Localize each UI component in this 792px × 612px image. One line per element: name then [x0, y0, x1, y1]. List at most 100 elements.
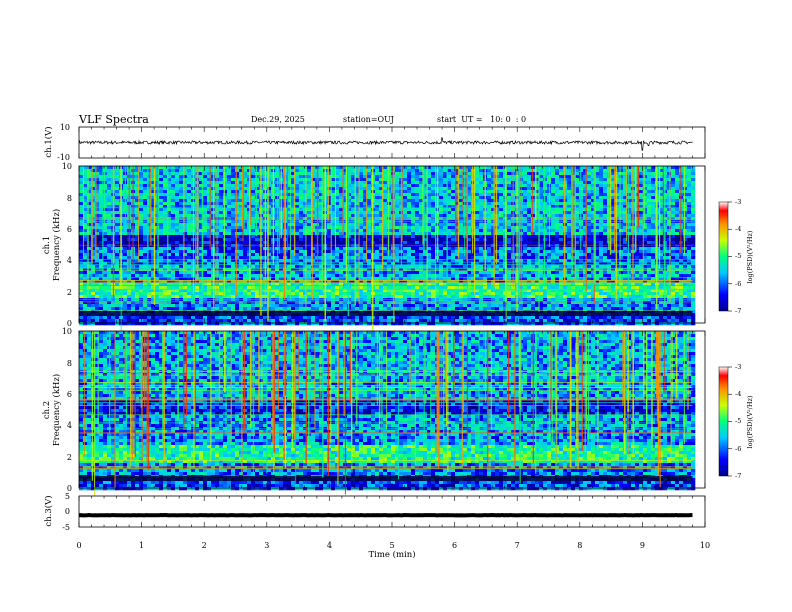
spectrogram-cell — [287, 259, 292, 263]
spectrogram-cell — [339, 199, 344, 203]
spectrogram-cell — [303, 232, 308, 236]
spectrogram-cell — [147, 271, 152, 275]
spectrogram-cell — [103, 247, 108, 251]
spectrogram-cell — [339, 265, 344, 269]
spectrogram-cell — [295, 187, 300, 191]
spectrogram-cell — [271, 322, 276, 326]
spectrogram-cell — [79, 214, 84, 218]
spectrogram-cell — [327, 283, 332, 287]
spectrogram-cell — [427, 244, 432, 248]
spectrogram-cell — [359, 190, 364, 194]
spectrogram-cell — [243, 193, 248, 197]
spectrogram-cell — [163, 307, 168, 311]
spectrogram-cell — [303, 196, 308, 200]
spectrogram-cell — [395, 175, 400, 179]
spectrogram-cell — [407, 235, 412, 239]
spectrogram-cell — [387, 268, 392, 272]
spectrogram-cell — [223, 205, 228, 209]
spectrogram-cell — [331, 265, 336, 269]
spectrogram-cell — [431, 253, 436, 257]
spectrogram-cell — [251, 190, 256, 194]
spectrogram-cell — [355, 283, 360, 287]
spectrogram-cell — [315, 286, 320, 290]
spectrogram-cell — [95, 226, 100, 230]
spectrogram-cell — [239, 184, 244, 188]
spectrogram-cell — [231, 190, 236, 194]
spectrogram-cell — [127, 280, 132, 284]
spectrogram-cell — [367, 166, 372, 170]
spectrogram-cell — [95, 187, 100, 191]
spectrogram-cell — [423, 304, 428, 308]
spectrogram-cell — [99, 274, 104, 278]
spectrogram-cell — [163, 211, 168, 215]
spectrogram-cell — [375, 253, 380, 257]
spectrogram-cell — [359, 199, 364, 203]
spectrogram-cell — [231, 262, 236, 266]
spectrogram-cell — [107, 202, 112, 206]
spectrogram-cell — [351, 256, 356, 260]
spectrogram-cell — [243, 292, 248, 296]
spectrogram-cell — [203, 166, 208, 170]
spectrogram-cell — [231, 322, 236, 326]
spectrogram-cell — [431, 178, 436, 182]
spectrogram-cell — [355, 202, 360, 206]
spectrogram-cell — [423, 265, 428, 269]
spectrogram-cell — [147, 274, 152, 278]
spectrogram-cell — [231, 256, 236, 260]
spectrogram-cell — [191, 301, 196, 305]
spectrogram-cell — [143, 193, 148, 197]
spectrogram-cell — [267, 169, 272, 173]
spectrogram-cell — [443, 205, 448, 209]
spectrogram-cell — [407, 193, 412, 197]
spectrogram-cell — [395, 277, 400, 281]
spectrogram-cell — [367, 286, 372, 290]
spectrogram-cell — [219, 187, 224, 191]
spectrogram-cell — [139, 241, 144, 245]
spectrogram-cell — [427, 169, 432, 173]
spectrogram-cell — [443, 229, 448, 233]
spectrogram-cell — [411, 262, 416, 266]
spectrogram-cell — [115, 262, 120, 266]
spectrogram-cell — [151, 217, 156, 221]
spectrogram-cell — [287, 289, 292, 293]
spectrogram-cell — [231, 223, 236, 227]
spectrogram-cell — [171, 184, 176, 188]
spectrogram-cell — [335, 316, 340, 320]
spectrogram-cell — [403, 280, 408, 284]
spectrogram-cell — [235, 235, 240, 239]
spectrogram-cell — [303, 277, 308, 281]
spectrogram-cell — [439, 274, 444, 278]
spectrogram-cell — [211, 286, 216, 290]
spectrogram-cell — [311, 268, 316, 272]
spectrogram-cell — [239, 211, 244, 215]
spectrogram-cell — [231, 250, 236, 254]
spectrogram-cell — [143, 232, 148, 236]
spectrogram-cell — [143, 184, 148, 188]
spectrogram-cell — [311, 223, 316, 227]
spectrogram-cell — [411, 187, 416, 191]
spectrogram-cell — [427, 292, 432, 296]
spectrogram-cell — [395, 193, 400, 197]
spectrogram-cell — [383, 262, 388, 266]
spectrogram-cell — [151, 193, 156, 197]
spectrogram-cell — [299, 175, 304, 179]
spectrogram-cell — [175, 190, 180, 194]
spectrogram-cell — [183, 244, 188, 248]
spectrogram-cell — [115, 193, 120, 197]
spectrogram-cell — [383, 166, 388, 170]
spectrogram-cell — [299, 265, 304, 269]
spectrogram-cell — [287, 205, 292, 209]
spectrogram-cell — [159, 259, 164, 263]
spectrogram-cell — [151, 256, 156, 260]
spectrogram-cell — [151, 271, 156, 275]
spectrogram-cell — [171, 286, 176, 290]
spectrogram-cell — [403, 199, 408, 203]
spectrogram-cell — [379, 226, 384, 230]
spectrogram-cell — [411, 283, 416, 287]
spectrogram-cell — [159, 205, 164, 209]
spectrogram-cell — [171, 187, 176, 191]
spectrogram-cell — [131, 283, 136, 287]
spectrogram-cell — [151, 190, 156, 194]
spectrogram-cell — [167, 223, 172, 227]
spectrogram-cell — [87, 256, 92, 260]
